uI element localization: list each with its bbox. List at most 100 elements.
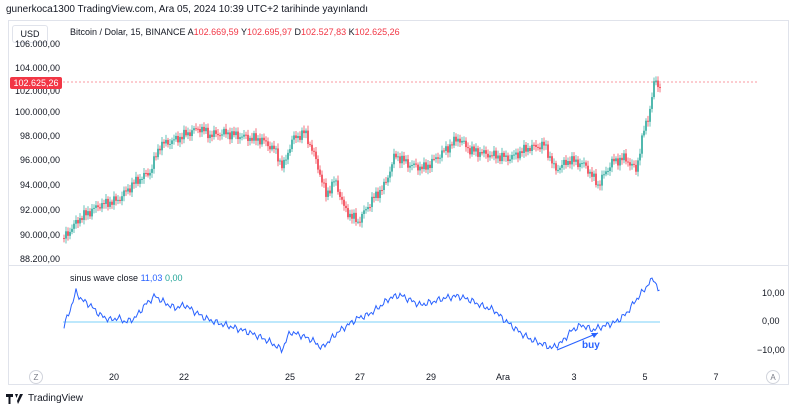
candle-body <box>319 169 321 175</box>
candle-body <box>611 158 613 168</box>
candle-body <box>487 153 489 158</box>
candle-body <box>495 150 497 159</box>
candle-body <box>195 128 197 130</box>
candle-body <box>539 147 541 150</box>
price-tick: 106.000,00 <box>14 39 60 49</box>
indicator-axis[interactable]: 10,00 0,00 −10,00 <box>757 266 789 366</box>
candle-body <box>435 157 437 160</box>
price-tick: 102.000,00 <box>14 86 60 96</box>
candle-body <box>473 146 475 152</box>
candle-body <box>269 146 271 150</box>
candle-body <box>595 173 597 186</box>
close-label: K <box>348 27 355 37</box>
candle-body <box>477 148 479 157</box>
candle-body <box>257 138 259 141</box>
candle-body <box>449 144 451 153</box>
trend-arrow-head <box>591 333 598 338</box>
candle-body <box>525 144 527 152</box>
candle-body <box>249 137 251 141</box>
buy-annotation: buy <box>582 340 600 351</box>
candle-body <box>581 163 583 165</box>
candle-body <box>599 184 601 186</box>
candle-body <box>485 150 487 154</box>
candle-body <box>227 132 229 135</box>
indicator-legend[interactable]: sinus wave close 11,03 0,00 <box>70 273 182 283</box>
pane-separator[interactable] <box>9 265 788 266</box>
candle-body <box>397 156 399 158</box>
candle-body <box>551 156 553 164</box>
candle-body <box>125 190 127 192</box>
candle-body <box>289 149 291 153</box>
candle-body <box>209 134 211 139</box>
candle-body <box>573 156 575 162</box>
candle-body <box>439 157 441 159</box>
candle-body <box>481 152 483 154</box>
candle-body <box>213 130 215 137</box>
candle-body <box>299 135 301 140</box>
candle-body <box>295 135 297 139</box>
currency-button[interactable]: USD <box>12 25 48 43</box>
candle-body <box>169 143 171 145</box>
auto-scale-button[interactable]: A <box>766 370 780 384</box>
candle-body <box>451 144 453 146</box>
candle-body <box>323 182 325 184</box>
candle-body <box>385 181 387 183</box>
candle-body <box>549 156 551 158</box>
candle-body <box>427 164 429 170</box>
candle-body <box>503 152 505 157</box>
trend-arrow <box>556 332 599 351</box>
candle-body <box>609 167 611 171</box>
candle-body <box>329 190 331 194</box>
candle-body <box>123 190 125 197</box>
candle-body <box>145 172 147 174</box>
time-tick: 7 <box>713 372 719 382</box>
candle-body <box>365 209 367 211</box>
candle-body <box>301 130 303 140</box>
price-axis[interactable]: 106.000,00 104.000,00 102.000,00 100.000… <box>8 20 62 265</box>
candle-body <box>69 231 71 236</box>
candle-body <box>333 181 335 183</box>
price-tick: 88.200,00 <box>19 254 60 264</box>
time-tick: 3 <box>571 372 577 382</box>
candle-body <box>515 152 517 155</box>
candle-body <box>115 196 117 201</box>
timezone-button[interactable]: Z <box>29 370 43 384</box>
candle-body <box>133 182 135 184</box>
candle-body <box>509 159 511 161</box>
open-label: A <box>187 27 194 37</box>
candle-body <box>647 120 649 122</box>
candle-body <box>639 153 641 161</box>
candle-body <box>655 80 657 82</box>
candle-body <box>355 212 357 223</box>
candle-body <box>235 131 237 136</box>
candlestick-series <box>63 76 661 244</box>
candle-body <box>95 205 97 208</box>
candle-body <box>425 162 427 170</box>
candle-body <box>229 132 231 140</box>
candle-body <box>621 157 623 161</box>
symbol-legend[interactable]: Bitcoin / Dolar, 15, BINANCE A102.669,59… <box>70 27 400 37</box>
candle-body <box>81 218 83 220</box>
brand-name: TradingView <box>28 393 84 404</box>
candle-body <box>197 128 199 130</box>
candle-body <box>511 155 513 160</box>
candle-body <box>493 150 495 157</box>
candle-body <box>103 203 105 205</box>
candle-body <box>555 163 557 171</box>
candle-body <box>527 147 529 152</box>
candle-body <box>371 196 373 208</box>
candle-body <box>241 136 243 138</box>
candle-body <box>275 148 277 150</box>
candle-body <box>245 134 247 136</box>
symbol-name: Bitcoin / Dolar, 15, BINANCE <box>70 27 186 37</box>
candle-body <box>221 134 223 136</box>
candle-body <box>521 151 523 153</box>
candle-body <box>413 163 415 165</box>
candle-body <box>373 196 375 198</box>
candle-body <box>483 150 485 154</box>
candle-body <box>97 205 99 208</box>
time-tick: 25 <box>284 372 296 382</box>
candle-body <box>315 151 317 160</box>
indicator-tick: 0,00 <box>762 316 780 326</box>
